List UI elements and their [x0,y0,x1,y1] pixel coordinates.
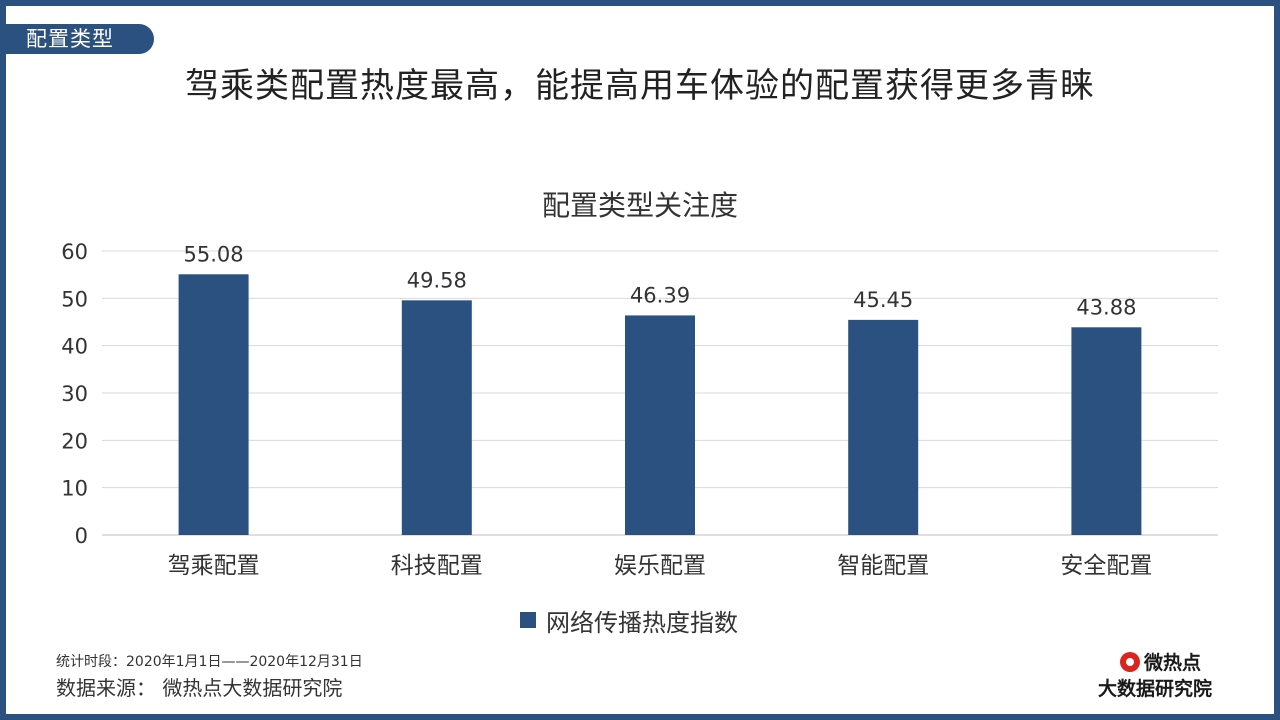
x-tick-label: 科技配置 [391,553,483,579]
bar [401,300,472,535]
eye-icon [1120,651,1140,672]
data-label: 45.45 [853,288,913,312]
data-label: 43.88 [1076,295,1136,319]
y-tick-label: 60 [61,240,88,264]
x-tick-label: 驾乘配置 [168,553,260,579]
bar [178,274,249,535]
chart-legend: 网络传播热度指数 [520,605,738,637]
logo-top: 微热点 [1120,648,1201,675]
data-label: 49.58 [407,268,467,292]
bar [1071,327,1142,535]
x-tick-label: 娱乐配置 [614,553,706,579]
y-tick-label: 10 [61,477,88,501]
data-label: 46.39 [630,283,690,307]
brand-logo: 微热点 大数据研究院 [1098,646,1234,702]
legend-label: 网络传播热度指数 [546,608,738,637]
y-tick-label: 0 [75,524,88,548]
section-tag: 配置类型 [6,24,154,54]
y-tick-label: 30 [61,382,88,406]
bar [848,319,919,535]
page-title: 驾乘类配置热度最高，能提高用车体验的配置获得更多青睐 [185,66,1095,106]
y-tick-label: 20 [61,429,88,453]
y-tick-label: 50 [61,287,88,311]
bar [625,315,695,535]
statistics-period: 统计时段：2020年1月1日——2020年12月31日 [56,654,363,670]
logo-top-text: 微热点 [1144,652,1202,674]
x-tick-label: 智能配置 [837,553,929,579]
x-tick-label: 安全配置 [1060,553,1152,579]
legend-swatch [520,612,536,628]
data-label: 55.08 [184,242,244,266]
y-tick-label: 40 [61,335,88,359]
chart-title: 配置类型关注度 [541,189,738,222]
logo-bottom-text: 大数据研究院 [1098,678,1213,700]
data-source: 数据来源： 微热点大数据研究院 [56,676,343,700]
